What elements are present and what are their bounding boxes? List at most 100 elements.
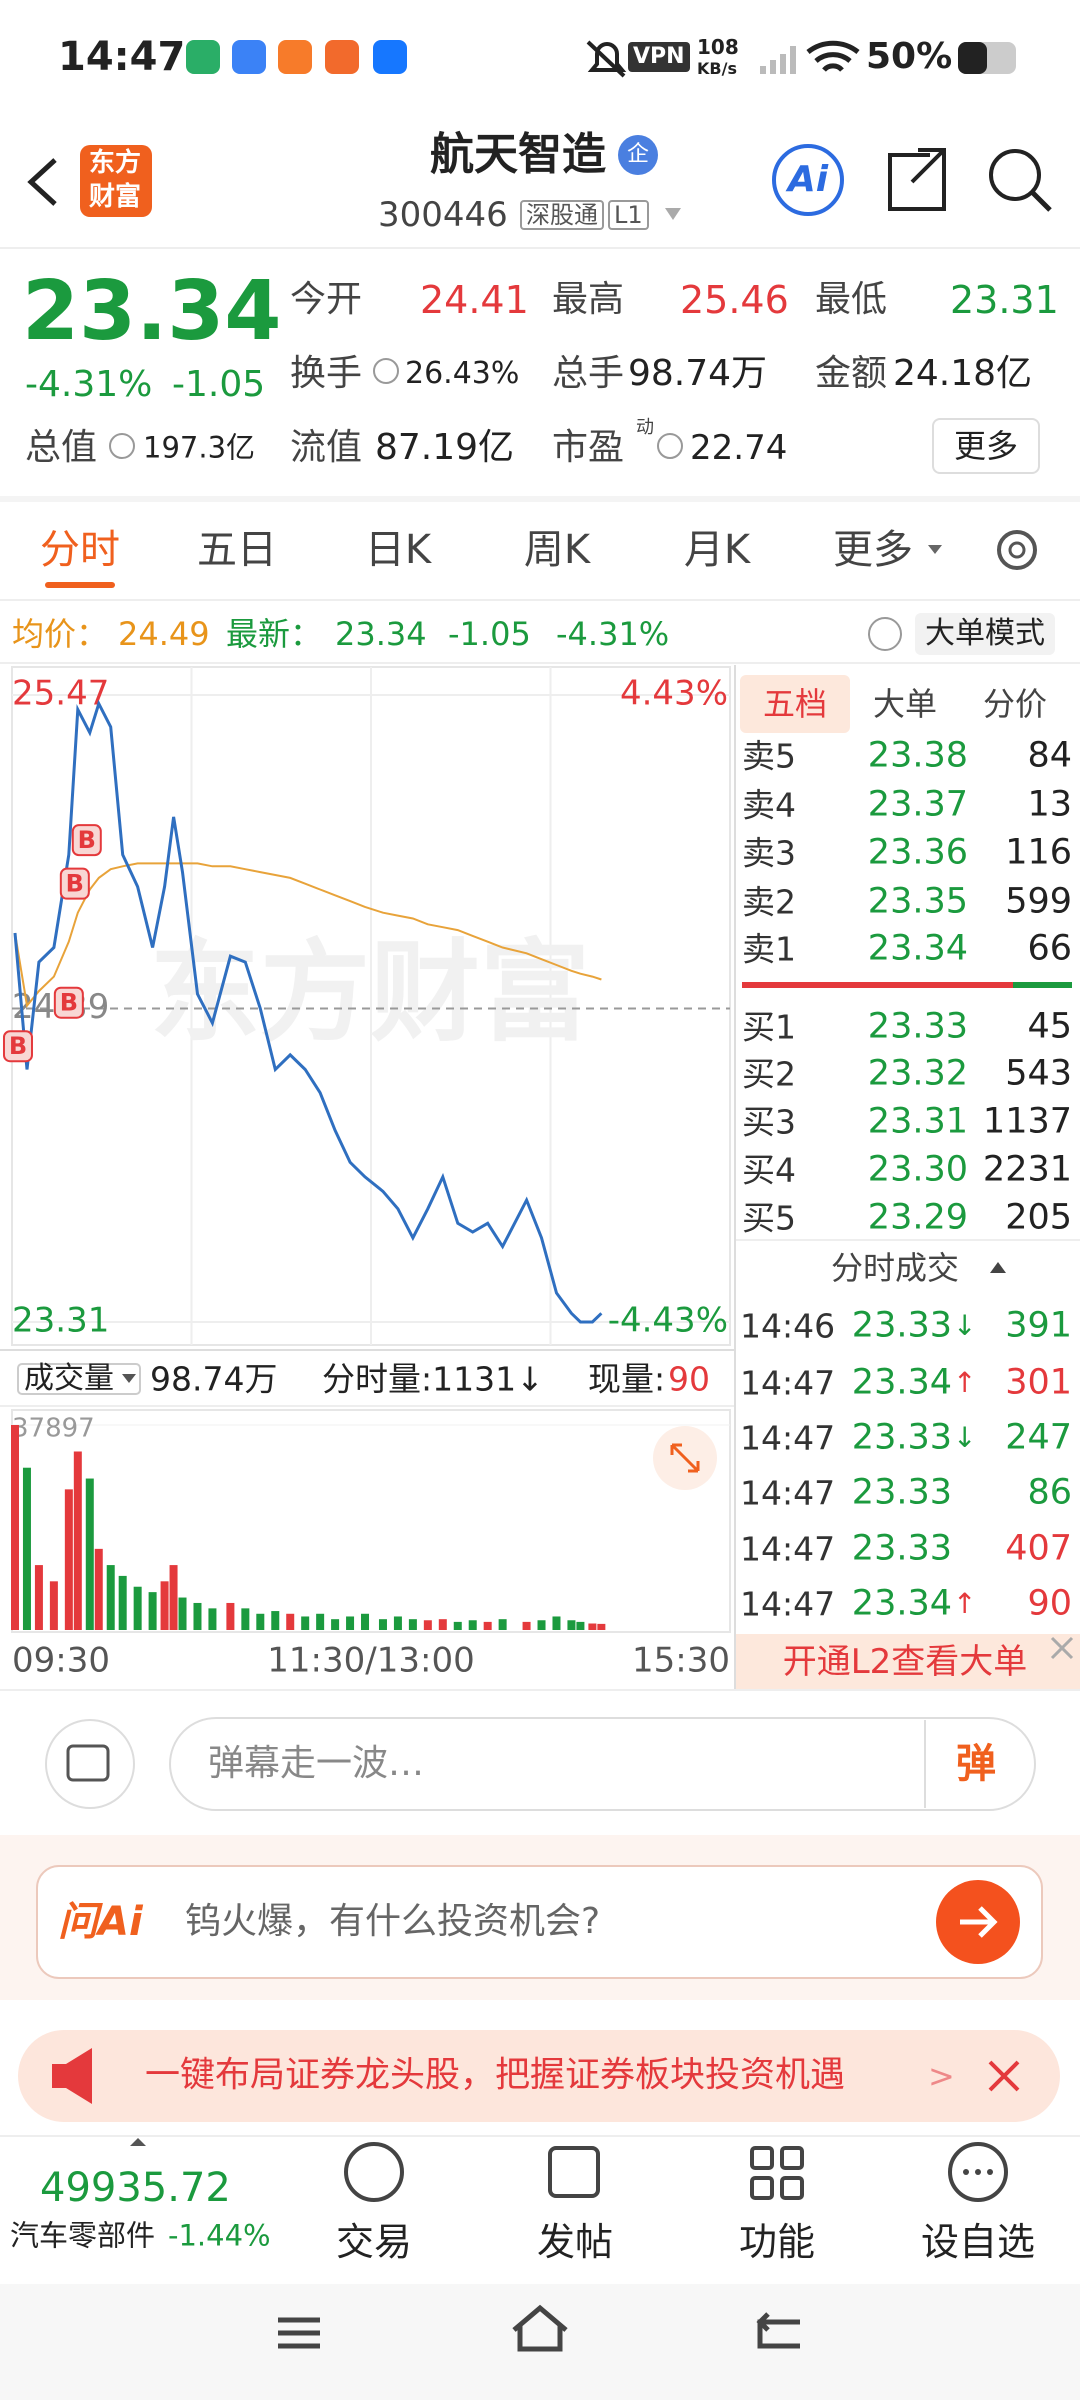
price-line bbox=[13, 699, 603, 1324]
badge bbox=[618, 135, 658, 175]
field-label: 最低 bbox=[815, 279, 888, 320]
post-icon[interactable] bbox=[548, 2146, 600, 2198]
expand-icon[interactable] bbox=[130, 2138, 146, 2146]
dropdown-icon[interactable] bbox=[122, 1374, 136, 1383]
avg-label: 均价： bbox=[12, 615, 109, 653]
volume-bar bbox=[256, 1613, 265, 1630]
ask-bid-bar bbox=[1013, 982, 1072, 988]
search-icon[interactable] bbox=[989, 149, 1041, 201]
watchlist-icon[interactable] bbox=[948, 2142, 1008, 2202]
book-tab[interactable]: 大单 bbox=[872, 685, 938, 723]
buy-marker bbox=[53, 986, 84, 1019]
volume-bar bbox=[286, 1613, 295, 1630]
volume-bar bbox=[537, 1620, 546, 1630]
trade-price: 23.33 bbox=[851, 1305, 952, 1346]
help-icon[interactable] bbox=[868, 617, 902, 651]
volume-bar bbox=[438, 1619, 447, 1630]
volume-bar bbox=[118, 1575, 127, 1630]
settings-icon[interactable] bbox=[1008, 541, 1026, 559]
danmaku-icon[interactable] bbox=[45, 1719, 135, 1809]
volume-bar bbox=[468, 1620, 477, 1630]
info-icon[interactable] bbox=[373, 358, 399, 384]
more-button[interactable]: 更多 bbox=[932, 418, 1041, 474]
dropdown-icon[interactable] bbox=[665, 208, 681, 220]
field-value: 98.74万 bbox=[628, 353, 768, 394]
ai-label[interactable]: Ai bbox=[787, 159, 829, 200]
trade-direction: ↓ bbox=[953, 1309, 977, 1342]
ai-button[interactable] bbox=[772, 144, 844, 216]
index-value[interactable]: 49935.72 bbox=[40, 2165, 231, 2211]
book-label: 卖3 bbox=[742, 833, 796, 873]
volume-bar bbox=[148, 1592, 157, 1630]
book-label: 卖4 bbox=[742, 785, 796, 825]
tab[interactable]: 日K bbox=[364, 527, 432, 573]
banner-text[interactable]: 一键布局证券龙头股，把握证券板块投资机遇 bbox=[145, 2055, 846, 2096]
back-icon[interactable] bbox=[27, 158, 57, 206]
promo-banner[interactable] bbox=[18, 2030, 1060, 2122]
book-volume: 13 bbox=[1027, 784, 1072, 825]
info-icon[interactable] bbox=[109, 433, 135, 459]
dropdown-icon[interactable] bbox=[928, 545, 942, 554]
nav-item[interactable]: 交易 bbox=[335, 2220, 413, 2264]
tab[interactable]: 月K bbox=[683, 527, 751, 573]
danmaku-icon[interactable] bbox=[66, 1744, 110, 1782]
l2-banner[interactable] bbox=[736, 1634, 1080, 1690]
index-change[interactable]: -1.44% bbox=[168, 2218, 271, 2253]
info-icon[interactable] bbox=[657, 433, 683, 459]
volume-bar bbox=[193, 1602, 202, 1630]
nav-item[interactable]: 设自选 bbox=[920, 2220, 1036, 2264]
menu-button[interactable] bbox=[278, 2317, 320, 2349]
market-tag: 深股通 bbox=[520, 200, 604, 230]
function-icon[interactable] bbox=[750, 2146, 804, 2200]
dropdown-box[interactable] bbox=[17, 1363, 141, 1395]
tab[interactable]: 五日 bbox=[197, 527, 277, 573]
close-icon[interactable] bbox=[988, 2060, 1020, 2092]
book-label: 买4 bbox=[742, 1150, 796, 1190]
back-button[interactable] bbox=[756, 2312, 800, 2349]
settings-icon[interactable] bbox=[997, 530, 1037, 570]
sort-icon[interactable] bbox=[990, 1262, 1006, 1273]
volume-bar bbox=[22, 1467, 31, 1630]
nav-item[interactable]: 功能 bbox=[738, 2220, 816, 2264]
comment-input[interactable] bbox=[169, 1717, 1036, 1811]
change-pct: -4.31% bbox=[25, 364, 153, 405]
nav-item[interactable]: 发帖 bbox=[536, 2220, 614, 2264]
last-price: 23.34 bbox=[22, 264, 282, 359]
stock-code: 300446 bbox=[378, 195, 508, 235]
trade-volume: 86 bbox=[1027, 1472, 1072, 1513]
close-icon[interactable] bbox=[1050, 1636, 1074, 1660]
tab[interactable]: 周K bbox=[523, 527, 591, 573]
ai-input[interactable] bbox=[36, 1865, 1043, 1979]
trade-icon[interactable] bbox=[344, 2142, 404, 2202]
home-button[interactable] bbox=[512, 2304, 568, 2352]
expand-icon[interactable] bbox=[670, 1443, 700, 1473]
buy-marker bbox=[2, 1030, 33, 1063]
trade-direction: ↓ bbox=[953, 1421, 977, 1454]
volume-bar bbox=[49, 1581, 58, 1630]
comment-placeholder[interactable]: 弹幕走一波… bbox=[208, 1743, 425, 1784]
trade-time: 14:47 bbox=[740, 1529, 836, 1569]
y2-tick-label: -4.43% bbox=[608, 1301, 728, 1341]
volume-bar bbox=[169, 1565, 178, 1630]
trade-time: 14:47 bbox=[740, 1584, 836, 1624]
banner-arrow[interactable]: > bbox=[928, 2057, 955, 2095]
volume-bar bbox=[85, 1478, 94, 1630]
avg-price: 24.49 bbox=[118, 615, 210, 653]
buy-marker-label: B bbox=[9, 1032, 27, 1060]
book-tab[interactable]: 五档 bbox=[762, 685, 828, 723]
book-tab[interactable]: 分价 bbox=[982, 685, 1048, 723]
ai-prompt[interactable]: 钨火爆，有什么投资机会? bbox=[185, 1901, 601, 1942]
tab[interactable]: 分时 bbox=[40, 527, 120, 573]
search-icon[interactable] bbox=[1030, 190, 1052, 212]
share-icon[interactable] bbox=[888, 148, 946, 211]
watchlist-icon[interactable] bbox=[963, 2169, 993, 2175]
mode-button[interactable]: 大单模式 bbox=[915, 613, 1055, 655]
volume-label[interactable]: 成交量 bbox=[24, 1361, 114, 1396]
danmaku-button[interactable]: 弹 bbox=[956, 1741, 996, 1787]
l2-banner-text[interactable]: 开通L2查看大单 bbox=[782, 1642, 1028, 1682]
volume-bar bbox=[301, 1616, 310, 1630]
tab[interactable]: 更多 bbox=[833, 527, 913, 573]
index-name[interactable]: 汽车零部件 bbox=[10, 2218, 156, 2253]
send-icon[interactable] bbox=[960, 1906, 998, 1938]
book-price: 23.32 bbox=[867, 1053, 968, 1094]
